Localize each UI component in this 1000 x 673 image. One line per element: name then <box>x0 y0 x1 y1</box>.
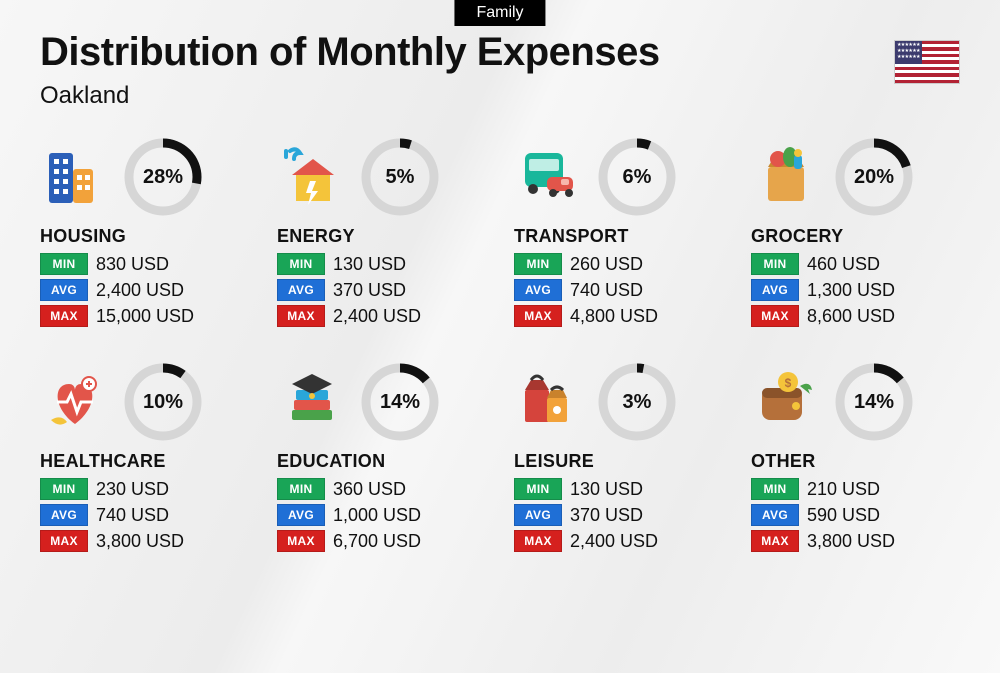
avg-badge: AVG <box>277 504 325 526</box>
page-title: Distribution of Monthly Expenses <box>40 30 660 75</box>
min-value: 460 USD <box>807 254 880 275</box>
category-card-energy: 5% ENERGY MIN 130 USD AVG 370 USD MAX 2,… <box>277 138 486 331</box>
category-name: HOUSING <box>40 226 249 247</box>
percent-label: 20% <box>835 138 913 216</box>
buildings-icon <box>40 142 110 212</box>
max-badge: MAX <box>277 305 325 327</box>
min-badge: MIN <box>751 478 799 500</box>
percent-label: 14% <box>361 363 439 441</box>
avg-badge: AVG <box>277 279 325 301</box>
max-badge: MAX <box>40 530 88 552</box>
avg-value: 1,000 USD <box>333 505 421 526</box>
max-badge: MAX <box>277 530 325 552</box>
percent-donut: 20% <box>835 138 913 216</box>
min-value: 260 USD <box>570 254 643 275</box>
avg-badge: AVG <box>751 279 799 301</box>
max-value: 2,400 USD <box>570 531 658 552</box>
avg-badge: AVG <box>40 504 88 526</box>
max-badge: MAX <box>751 305 799 327</box>
health-icon <box>40 367 110 437</box>
min-badge: MIN <box>751 253 799 275</box>
max-value: 6,700 USD <box>333 531 421 552</box>
category-card-grocery: 20% GROCERY MIN 460 USD AVG 1,300 USD MA… <box>751 138 960 331</box>
percent-label: 14% <box>835 363 913 441</box>
other-icon: $ <box>751 367 821 437</box>
percent-donut: 28% <box>124 138 202 216</box>
category-name: HEALTHCARE <box>40 451 249 472</box>
percent-donut: 14% <box>835 363 913 441</box>
min-value: 360 USD <box>333 479 406 500</box>
category-card-housing: 28% HOUSING MIN 830 USD AVG 2,400 USD MA… <box>40 138 249 331</box>
min-value: 830 USD <box>96 254 169 275</box>
max-badge: MAX <box>514 305 562 327</box>
avg-value: 740 USD <box>570 280 643 301</box>
category-card-leisure: 3% LEISURE MIN 130 USD AVG 370 USD MAX 2… <box>514 363 723 556</box>
avg-badge: AVG <box>514 504 562 526</box>
transport-icon <box>514 142 584 212</box>
category-name: OTHER <box>751 451 960 472</box>
min-badge: MIN <box>40 253 88 275</box>
category-name: GROCERY <box>751 226 960 247</box>
max-value: 2,400 USD <box>333 306 421 327</box>
percent-donut: 14% <box>361 363 439 441</box>
svg-text:$: $ <box>785 376 792 390</box>
energy-icon <box>277 142 347 212</box>
percent-donut: 6% <box>598 138 676 216</box>
max-value: 8,600 USD <box>807 306 895 327</box>
category-card-healthcare: 10% HEALTHCARE MIN 230 USD AVG 740 USD M… <box>40 363 249 556</box>
percent-label: 28% <box>124 138 202 216</box>
min-badge: MIN <box>514 253 562 275</box>
avg-value: 370 USD <box>570 505 643 526</box>
avg-value: 1,300 USD <box>807 280 895 301</box>
page-subtitle: Oakland <box>40 82 129 110</box>
min-value: 230 USD <box>96 479 169 500</box>
percent-label: 5% <box>361 138 439 216</box>
avg-badge: AVG <box>40 279 88 301</box>
us-flag-icon: ★★★★★★★★★★★★★★★★★★ <box>894 40 960 84</box>
category-name: EDUCATION <box>277 451 486 472</box>
max-badge: MAX <box>514 530 562 552</box>
percent-donut: 5% <box>361 138 439 216</box>
education-icon <box>277 367 347 437</box>
percent-label: 6% <box>598 138 676 216</box>
min-badge: MIN <box>514 478 562 500</box>
percent-donut: 3% <box>598 363 676 441</box>
max-value: 3,800 USD <box>807 531 895 552</box>
family-tag: Family <box>454 0 545 26</box>
max-badge: MAX <box>40 305 88 327</box>
category-grid: 28% HOUSING MIN 830 USD AVG 2,400 USD MA… <box>40 138 960 556</box>
max-badge: MAX <box>751 530 799 552</box>
max-value: 4,800 USD <box>570 306 658 327</box>
percent-label: 3% <box>598 363 676 441</box>
avg-value: 2,400 USD <box>96 280 184 301</box>
category-name: TRANSPORT <box>514 226 723 247</box>
avg-badge: AVG <box>514 279 562 301</box>
min-badge: MIN <box>277 478 325 500</box>
min-value: 210 USD <box>807 479 880 500</box>
min-value: 130 USD <box>570 479 643 500</box>
grocery-icon <box>751 142 821 212</box>
avg-value: 370 USD <box>333 280 406 301</box>
category-card-other: $ 14% OTHER MIN 210 USD AVG 590 USD MAX … <box>751 363 960 556</box>
category-name: LEISURE <box>514 451 723 472</box>
min-badge: MIN <box>40 478 88 500</box>
category-card-transport: 6% TRANSPORT MIN 260 USD AVG 740 USD MAX… <box>514 138 723 331</box>
min-value: 130 USD <box>333 254 406 275</box>
avg-value: 590 USD <box>807 505 880 526</box>
avg-badge: AVG <box>751 504 799 526</box>
min-badge: MIN <box>277 253 325 275</box>
leisure-icon <box>514 367 584 437</box>
max-value: 3,800 USD <box>96 531 184 552</box>
category-card-education: 14% EDUCATION MIN 360 USD AVG 1,000 USD … <box>277 363 486 556</box>
max-value: 15,000 USD <box>96 306 194 327</box>
percent-donut: 10% <box>124 363 202 441</box>
category-name: ENERGY <box>277 226 486 247</box>
percent-label: 10% <box>124 363 202 441</box>
avg-value: 740 USD <box>96 505 169 526</box>
